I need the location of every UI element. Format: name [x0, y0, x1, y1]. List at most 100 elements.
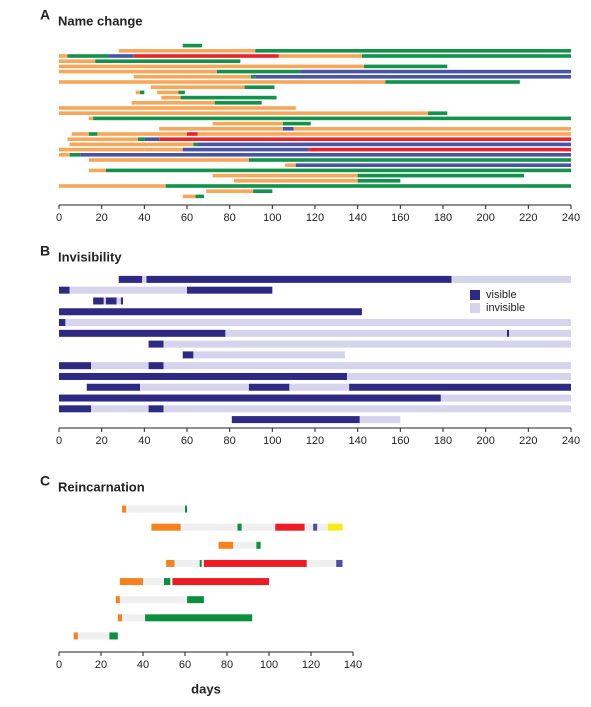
- segment: [212, 121, 283, 126]
- segment: [80, 153, 571, 157]
- segment: [336, 559, 343, 567]
- segment: [308, 147, 571, 152]
- segment: [251, 75, 256, 79]
- x-tick-label: 140: [348, 435, 366, 447]
- segment: [148, 340, 164, 348]
- segment: [65, 319, 572, 327]
- segment: [216, 69, 301, 74]
- x-tick-label: 200: [476, 212, 494, 224]
- segment: [150, 85, 245, 89]
- segment: [275, 523, 305, 531]
- segment: [317, 523, 328, 531]
- segment: [59, 405, 91, 413]
- segment: [151, 523, 181, 531]
- x-tick-label: 80: [224, 212, 236, 224]
- segment: [172, 578, 269, 586]
- segment: [105, 168, 571, 173]
- segment: [148, 405, 164, 413]
- segment: [180, 95, 277, 100]
- segment: [440, 394, 571, 402]
- x-tick-label: 140: [344, 659, 362, 671]
- segment: [59, 308, 362, 316]
- segment: [214, 101, 262, 105]
- segment: [361, 54, 571, 58]
- x-tick-label: 20: [95, 659, 107, 671]
- segment: [93, 297, 104, 305]
- segment: [73, 632, 78, 640]
- segment: [88, 158, 249, 162]
- segment: [142, 275, 147, 283]
- segment: [174, 559, 200, 567]
- x-tick-label: 80: [224, 435, 236, 447]
- segment: [283, 127, 294, 131]
- segment: [293, 127, 571, 131]
- segment: [289, 383, 350, 391]
- segment: [225, 329, 507, 337]
- segment: [357, 179, 401, 183]
- segment: [182, 147, 309, 152]
- segment: [59, 54, 68, 58]
- segment: [133, 75, 251, 79]
- segment: [108, 54, 134, 58]
- x-tick-label: 60: [181, 212, 193, 224]
- segment: [201, 559, 204, 567]
- segment: [59, 394, 441, 402]
- x-tick-label: 20: [96, 212, 108, 224]
- segment: [428, 111, 448, 115]
- legend-label: visible: [486, 289, 517, 301]
- x-tick-label: 0: [56, 212, 62, 224]
- x-tick-label: 160: [391, 435, 409, 447]
- segment: [117, 614, 122, 622]
- segment: [233, 541, 257, 549]
- x-tick-label: 60: [181, 435, 193, 447]
- segment: [67, 137, 138, 141]
- segment: [283, 121, 311, 126]
- x-tick-label: 40: [137, 659, 149, 671]
- segment: [122, 505, 127, 513]
- segment: [71, 132, 89, 136]
- segment: [86, 383, 141, 391]
- segment: [103, 297, 106, 305]
- segment: [253, 189, 273, 193]
- x-tick-label: 180: [434, 212, 452, 224]
- segment: [182, 194, 196, 199]
- segment: [165, 184, 571, 188]
- segment: [451, 275, 571, 283]
- segment: [144, 147, 183, 152]
- x-tick-label: 120: [306, 212, 324, 224]
- segment: [122, 614, 146, 622]
- segment: [203, 559, 307, 567]
- panel-label: A: [40, 7, 50, 23]
- segment: [59, 80, 386, 84]
- segment: [59, 64, 365, 69]
- segment: [69, 153, 81, 157]
- panel-title: Invisibility: [58, 249, 122, 264]
- segment: [59, 372, 347, 380]
- segment: [59, 286, 70, 294]
- segment: [248, 383, 290, 391]
- x-tick-label: 100: [260, 659, 278, 671]
- segment: [88, 168, 106, 173]
- segment: [137, 137, 145, 141]
- segment: [187, 286, 273, 294]
- segment: [187, 596, 204, 604]
- x-tick-label: 240: [562, 212, 580, 224]
- panel-label: C: [40, 473, 50, 489]
- x-tick-label: 60: [179, 659, 191, 671]
- segment: [347, 372, 571, 380]
- segment: [119, 596, 188, 604]
- segment: [233, 179, 358, 183]
- segment: [163, 405, 572, 413]
- segment: [159, 137, 571, 141]
- segment: [248, 158, 571, 162]
- segment: [69, 286, 187, 294]
- x-tick-label: 180: [434, 435, 452, 447]
- segment: [255, 49, 571, 53]
- segment: [59, 184, 166, 188]
- segment: [231, 416, 360, 424]
- segment: [295, 163, 571, 167]
- segment: [59, 319, 66, 327]
- segment: [119, 578, 143, 586]
- segment: [140, 383, 249, 391]
- segment: [59, 362, 91, 370]
